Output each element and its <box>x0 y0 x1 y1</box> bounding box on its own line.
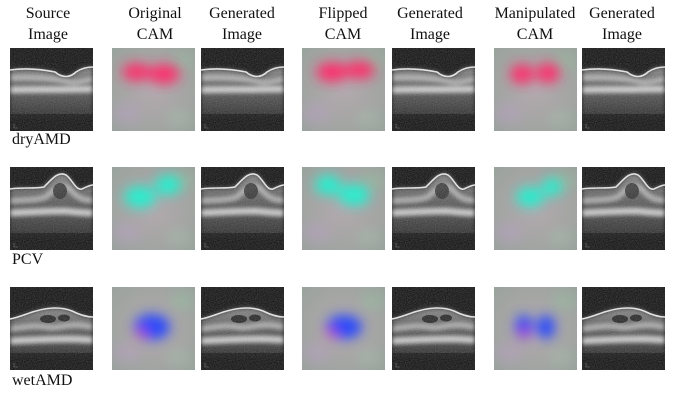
pcv-generated-image-tile <box>201 167 284 250</box>
header-line: Image <box>222 26 262 43</box>
column-header-generated-1: Generated Image <box>194 3 290 45</box>
column-header-source: Source Image <box>0 3 96 45</box>
column-header-flipped-cam: Flipped CAM <box>295 3 391 45</box>
column-header-manipulated-cam: Manipulated CAM <box>487 3 583 45</box>
wetamd-flipped-cam-tile <box>302 287 385 370</box>
oct-scan-image <box>392 167 475 250</box>
cam-heatmap-image <box>302 287 385 370</box>
row-label-dryamd: dryAMD <box>12 131 71 148</box>
oct-scan-image <box>392 287 475 370</box>
cam-heatmap-image <box>494 287 577 370</box>
header-line: Generated <box>589 5 655 22</box>
cam-heatmap-image <box>112 167 195 250</box>
row-label-wetamd: wetAMD <box>12 372 73 389</box>
header-line: Image <box>28 26 68 43</box>
column-header-generated-3: Generated Image <box>574 3 670 45</box>
header-line: Generated <box>209 5 275 22</box>
dryamd-source-image-tile <box>10 48 93 131</box>
cam-heatmap-image <box>494 48 577 131</box>
pcv-original-cam-tile <box>112 167 195 250</box>
header-line: Source <box>25 5 71 22</box>
pcv-flipped-cam-tile <box>302 167 385 250</box>
dryamd-generated-image-tile <box>582 48 665 131</box>
pcv-generated-image-tile <box>392 167 475 250</box>
oct-scan-image <box>201 287 284 370</box>
oct-scan-image <box>201 48 284 131</box>
column-header-original-cam: Original CAM <box>107 3 203 45</box>
pcv-source-image-tile <box>10 167 93 250</box>
oct-scan-image <box>582 167 665 250</box>
cam-heatmap-image <box>302 48 385 131</box>
header-line: Image <box>410 26 450 43</box>
header-line: CAM <box>136 26 174 43</box>
oct-scan-image <box>582 48 665 131</box>
column-header-generated-2: Generated Image <box>382 3 478 45</box>
wetamd-manipulated-cam-tile <box>494 287 577 370</box>
wetamd-generated-image-tile <box>582 287 665 370</box>
dryamd-generated-image-tile <box>201 48 284 131</box>
oct-scan-image <box>582 287 665 370</box>
oct-scan-image <box>10 287 93 370</box>
wetamd-generated-image-tile <box>392 287 475 370</box>
cam-heatmap-image <box>112 48 195 131</box>
cam-heatmap-image <box>494 167 577 250</box>
wetamd-source-image-tile <box>10 287 93 370</box>
header-line: CAM <box>516 26 554 43</box>
row-label-pcv: PCV <box>12 251 44 268</box>
pcv-generated-image-tile <box>582 167 665 250</box>
header-line: Original <box>128 5 182 22</box>
header-line: Generated <box>397 5 463 22</box>
header-line: Image <box>602 26 642 43</box>
dryamd-flipped-cam-tile <box>302 48 385 131</box>
cam-heatmap-image <box>302 167 385 250</box>
wetamd-generated-image-tile <box>201 287 284 370</box>
oct-scan-image <box>201 167 284 250</box>
cam-heatmap-image <box>112 287 195 370</box>
oct-scan-image <box>10 167 93 250</box>
wetamd-original-cam-tile <box>112 287 195 370</box>
oct-scan-image <box>392 48 475 131</box>
header-line: Flipped <box>318 5 368 22</box>
oct-scan-image <box>10 48 93 131</box>
header-line: Manipulated <box>494 5 576 22</box>
pcv-manipulated-cam-tile <box>494 167 577 250</box>
dryamd-manipulated-cam-tile <box>494 48 577 131</box>
header-line: CAM <box>324 26 362 43</box>
dryamd-original-cam-tile <box>112 48 195 131</box>
dryamd-generated-image-tile <box>392 48 475 131</box>
